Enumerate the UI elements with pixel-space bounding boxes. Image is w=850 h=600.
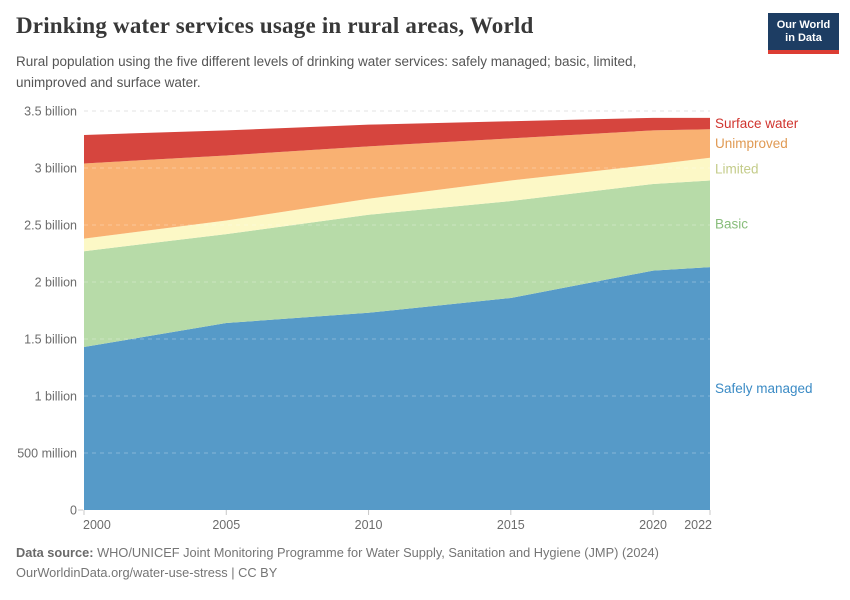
legend-label-limited: Limited (715, 162, 759, 177)
license-line: OurWorldinData.org/water-use-stress | CC… (16, 565, 278, 580)
x-axis-label: 2000 (83, 518, 111, 532)
x-axis-label: 2015 (497, 518, 525, 532)
data-source-label: Data source: (16, 545, 94, 560)
y-axis-label: 3 billion (35, 162, 77, 176)
chart-footer: Data source: WHO/UNICEF Joint Monitoring… (16, 543, 816, 583)
owid-logo-line1: Our World (776, 19, 831, 31)
legend-label-basic: Basic (715, 216, 748, 231)
area-basic (84, 180, 710, 347)
x-axis-label: 2010 (355, 518, 383, 532)
area-safely-managed (84, 267, 710, 510)
stacked-area-chart-svg: 0 500 million 1 billion 1.5 billion 2 billio… (17, 105, 813, 533)
y-axis-label: 1.5 billion (24, 333, 77, 347)
y-axis-label: 500 million (17, 447, 77, 461)
chart-subtitle: Rural population using the five differen… (16, 54, 637, 90)
owid-logo-line2: in Data (785, 32, 822, 44)
y-axis-label: 2.5 billion (24, 219, 77, 233)
y-axis-label: 1 billion (35, 390, 77, 404)
x-axis-label: 2022 (684, 518, 712, 532)
area-limited (84, 157, 710, 252)
legend-label-safely-managed: Safely managed (715, 381, 813, 396)
area-surface-water (84, 117, 710, 164)
area-unimproved (84, 129, 710, 239)
stacked-area-chart: 0 500 million 1 billion 1.5 billion 2 billio… (0, 100, 850, 540)
legend-label-unimproved: Unimproved (715, 136, 788, 151)
legend-label-surface-water: Surface water (715, 116, 799, 131)
data-source-text: WHO/UNICEF Joint Monitoring Programme fo… (93, 545, 659, 560)
chart-title: Drinking water services usage in rural a… (16, 13, 534, 38)
x-axis-label: 2005 (212, 518, 240, 532)
y-axis-label: 2 billion (35, 276, 77, 290)
y-axis-label: 3.5 billion (24, 105, 77, 119)
owid-logo[interactable]: Our World in Data (768, 13, 839, 54)
y-axis-label: 0 (70, 504, 77, 518)
x-axis-label: 2020 (639, 518, 667, 532)
data-source-line: Data source: WHO/UNICEF Joint Monitoring… (16, 543, 816, 563)
